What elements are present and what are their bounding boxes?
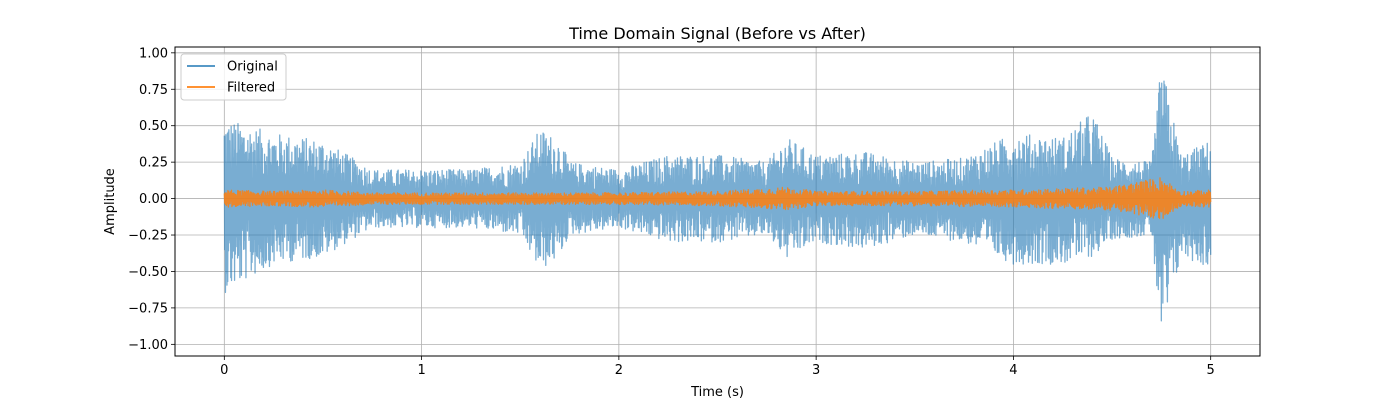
legend-label-original: Original: [227, 60, 278, 75]
x-tick-label: 5: [1207, 363, 1215, 378]
y-tick-label: 0.75: [139, 83, 168, 98]
y-tick-label: 0.25: [139, 156, 168, 171]
y-tick-label: 0.50: [139, 119, 168, 134]
y-tick-label: −1.00: [128, 338, 168, 353]
y-tick-label: −0.50: [128, 265, 168, 280]
y-axis-label: Amplitude: [103, 168, 118, 235]
data-layer: [223, 80, 1212, 322]
plot-frame: [174, 46, 1261, 357]
x-axis-label: Time (s): [690, 385, 744, 400]
y-tick-label: 1.00: [139, 46, 168, 61]
x-tick-label: 3: [812, 363, 820, 378]
y-tick-label: 0.00: [139, 192, 168, 207]
tick-layer: 0 1 2 3 4 5 1.00 0.75 0.50 0.25 0.00 −0.25 −0.50 −0.7…: [128, 46, 1215, 378]
legend: Original Filtered: [180, 53, 287, 101]
series-line-original: [223, 80, 1212, 322]
legend-label-filtered: Filtered: [227, 81, 275, 96]
chart-title: Time Domain Signal (Before vs After): [568, 24, 866, 43]
x-tick-label: 2: [615, 363, 623, 378]
x-tick-label: 0: [220, 363, 228, 378]
x-tick-label: 4: [1009, 363, 1017, 378]
series-line-filtered: [223, 177, 1212, 219]
y-tick-label: −0.25: [128, 229, 168, 244]
x-tick-label: 1: [417, 363, 425, 378]
y-tick-label: −0.75: [128, 301, 168, 316]
